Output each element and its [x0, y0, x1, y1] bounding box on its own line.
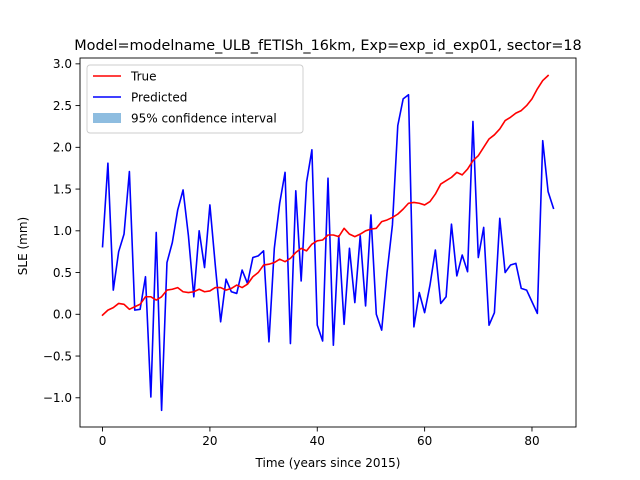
axes-frame	[79, 57, 577, 428]
legend-label-predicted: Predicted	[131, 91, 187, 105]
axis-ticks: 0 20 40 60 80 −1.0 −0.5 0.0 0.5 1.0 1.5 2.0 2.5 3.0	[43, 57, 540, 448]
chart-title: Model=modelname_ULB_fETISh_16km, Exp=exp…	[74, 38, 581, 54]
x-tick-label: 20	[202, 434, 217, 448]
y-tick-label: 0.0	[53, 308, 72, 322]
x-tick-label: 80	[524, 434, 539, 448]
y-tick-label: 3.0	[53, 57, 72, 71]
x-axis-label: Time (years since 2015)	[255, 456, 401, 470]
y-tick-label: 2.5	[53, 99, 72, 113]
legend-box	[86, 64, 304, 134]
x-tick-label: 60	[417, 434, 432, 448]
y-axis-label: SLE (mm)	[16, 217, 30, 275]
legend-label-true: True	[130, 70, 157, 84]
y-tick-label: 2.0	[53, 141, 72, 155]
legend: True Predicted 95% confidence interval	[86, 64, 304, 134]
legend-swatch-confidence-interval	[93, 113, 121, 123]
x-tick-label: 40	[310, 434, 325, 448]
series-line-predicted	[101, 93, 555, 412]
y-tick-label: −1.0	[43, 391, 72, 405]
y-tick-label: 0.5	[53, 266, 72, 280]
plot-area	[101, 74, 555, 412]
y-tick-label: −0.5	[43, 349, 72, 363]
y-tick-label: 1.0	[53, 224, 72, 238]
legend-label-confidence-interval: 95% confidence interval	[131, 112, 277, 126]
y-tick-label: 1.5	[53, 182, 72, 196]
x-tick-label: 0	[99, 434, 107, 448]
series-line-true	[101, 74, 550, 317]
